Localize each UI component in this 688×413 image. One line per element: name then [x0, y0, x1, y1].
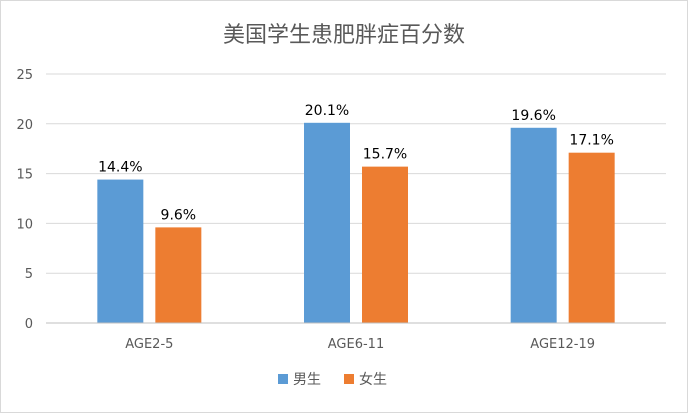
bar [304, 122, 350, 323]
y-tick-label: 15 [16, 168, 33, 183]
x-axis: AGE2-5 AGE6-11 AGE12-19 [46, 322, 666, 352]
bar [362, 166, 408, 323]
y-axis: 0 5 10 15 20 25 [16, 68, 33, 332]
y-tick-label: 25 [16, 68, 33, 83]
legend: 男生 女生 [278, 371, 387, 388]
data-label: 9.6% [161, 207, 197, 223]
x-tick-label: AGE2-5 [125, 337, 173, 352]
legend-label: 女生 [359, 371, 387, 388]
data-label: 14.4% [98, 160, 142, 176]
x-tick-label: AGE12-19 [530, 337, 595, 352]
x-tick-label: AGE6-11 [328, 337, 384, 352]
bar [568, 152, 615, 323]
y-tick-label: 0 [25, 317, 33, 332]
data-label: 17.1% [569, 133, 613, 149]
data-label: 15.7% [363, 147, 407, 163]
bars: 14.4% 9.6% 20.1% 15.7% 19.6% 17.1% [97, 103, 615, 323]
data-label: 19.6% [511, 108, 555, 124]
legend-swatch [278, 374, 288, 384]
bar [510, 127, 557, 323]
chart-title: 美国学生患肥胖症百分数 [223, 23, 465, 48]
y-tick-label: 10 [16, 217, 33, 232]
y-tick-label: 20 [16, 118, 33, 133]
bar [155, 227, 202, 323]
y-tick-label: 5 [25, 267, 33, 282]
gridlines [46, 73, 666, 274]
legend-swatch [344, 374, 354, 384]
data-label: 20.1% [305, 103, 349, 119]
legend-label: 男生 [293, 372, 321, 388]
bar [97, 179, 144, 323]
